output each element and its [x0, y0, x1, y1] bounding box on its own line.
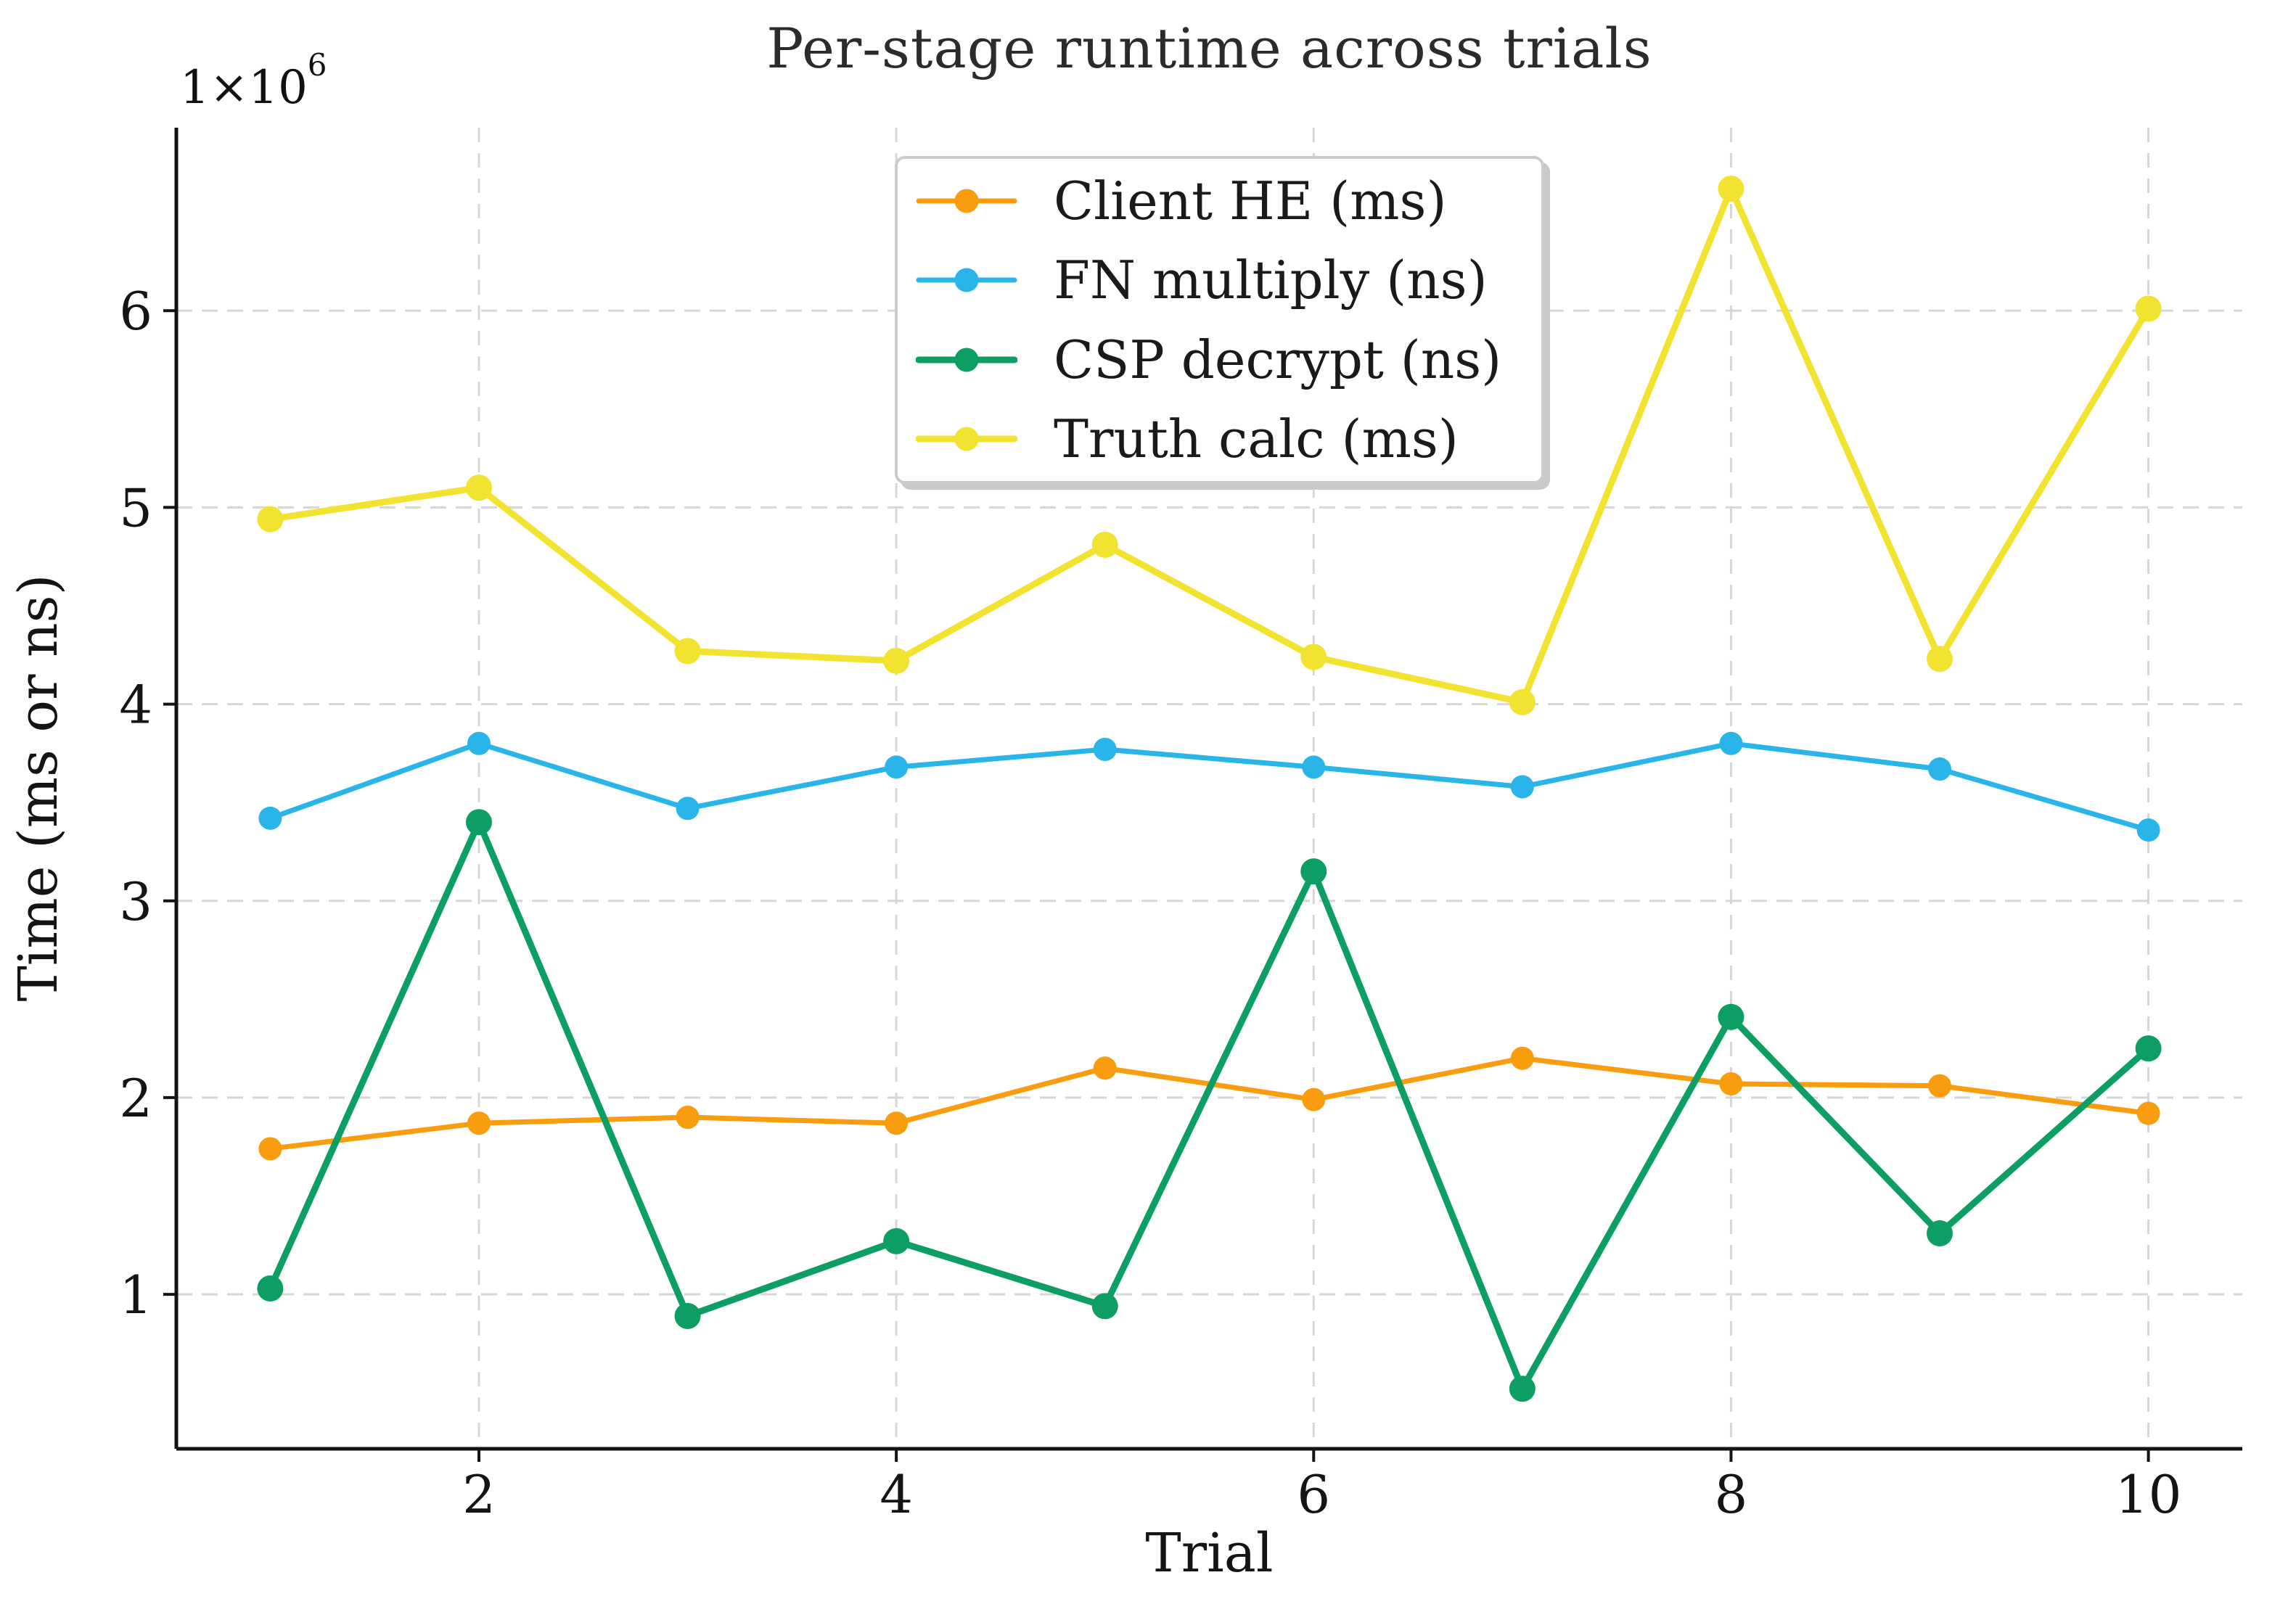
x-tick-label: 2	[462, 1464, 496, 1525]
y-axis-offset-label: 1×106	[180, 50, 327, 115]
data-point-client-he-ms-6	[1302, 1087, 1326, 1111]
data-point-fn-multiply-ns-8	[1719, 731, 1743, 755]
series-line-fn-multiply-ns	[267, 741, 2152, 833]
data-point-fn-multiply-ns-5	[1093, 737, 1117, 761]
chart-title: Per-stage runtime across trials	[766, 16, 1652, 81]
data-point-truth-calc-ms-7	[1509, 688, 1536, 715]
data-point-fn-multiply-ns-10	[2136, 818, 2160, 842]
data-point-csp-decrypt-ns-1	[257, 1275, 284, 1302]
data-point-csp-decrypt-ns-4	[883, 1228, 910, 1254]
data-point-fn-multiply-ns-6	[1302, 755, 1326, 779]
data-point-client-he-ms-8	[1719, 1072, 1743, 1095]
y-axis-label: Time (ms or ns)	[7, 574, 70, 1001]
data-point-csp-decrypt-ns-10	[2135, 1035, 2162, 1062]
legend: Client HE (ms) FN multiply (ns) CSP decryp…	[895, 156, 1544, 484]
data-point-fn-multiply-ns-3	[676, 797, 700, 821]
series-layer	[257, 176, 2162, 1402]
y-tick-label: 3	[119, 871, 152, 932]
data-point-csp-decrypt-ns-7	[1509, 1376, 1536, 1402]
legend-line-sample	[916, 189, 1017, 213]
data-point-truth-calc-ms-6	[1300, 644, 1327, 670]
data-point-truth-calc-ms-2	[465, 474, 492, 501]
data-point-client-he-ms-7	[1510, 1046, 1534, 1070]
legend-label: Client HE (ms)	[1054, 170, 1447, 231]
data-point-truth-calc-ms-1	[257, 506, 284, 533]
data-point-client-he-ms-9	[1928, 1074, 1952, 1098]
data-point-csp-decrypt-ns-3	[674, 1302, 701, 1329]
data-point-fn-multiply-ns-9	[1928, 757, 1952, 781]
x-tick-label: 4	[880, 1464, 913, 1525]
data-point-truth-calc-ms-4	[883, 647, 910, 674]
legend-label: Truth calc (ms)	[1054, 408, 1459, 469]
offset-exponent: 6	[307, 47, 327, 83]
legend-sample-marker	[954, 189, 979, 213]
legend-item-fn-multiply-ns: FN multiply (ns)	[916, 250, 1521, 311]
data-point-csp-decrypt-ns-2	[465, 809, 492, 836]
offset-base: 1×10	[180, 61, 308, 115]
legend-sample-marker	[954, 268, 979, 292]
legend-line-sample	[916, 348, 1017, 372]
data-point-fn-multiply-ns-4	[885, 755, 909, 779]
data-point-csp-decrypt-ns-8	[1718, 1003, 1744, 1030]
x-tick-label: 8	[1715, 1464, 1748, 1525]
data-point-fn-multiply-ns-2	[467, 731, 491, 755]
data-point-truth-calc-ms-10	[2135, 295, 2162, 322]
series-line-client-he-ms	[267, 1056, 2152, 1151]
legend-line-sample	[916, 427, 1017, 451]
legend-item-truth-calc-ms: Truth calc (ms)	[916, 408, 1521, 469]
data-point-truth-calc-ms-5	[1091, 531, 1118, 558]
y-tick-label: 1	[119, 1265, 152, 1325]
data-point-csp-decrypt-ns-9	[1927, 1220, 1953, 1247]
legend-line-sample	[916, 268, 1017, 292]
data-point-fn-multiply-ns-7	[1510, 775, 1534, 799]
x-tick-label: 6	[1297, 1464, 1330, 1525]
data-point-truth-calc-ms-9	[1927, 646, 1953, 673]
series-line-csp-decrypt-ns	[266, 818, 2152, 1392]
legend-sample-marker	[954, 348, 979, 372]
x-tick-label: 10	[2115, 1464, 2182, 1525]
data-point-client-he-ms-3	[676, 1106, 700, 1130]
x-axis-label: Trial	[1145, 1522, 1274, 1584]
data-point-fn-multiply-ns-1	[258, 806, 282, 830]
data-point-client-he-ms-1	[258, 1137, 282, 1161]
y-tick-label: 5	[119, 477, 152, 538]
y-tick-label: 2	[119, 1068, 152, 1129]
legend-item-client-he-ms: Client HE (ms)	[916, 170, 1521, 231]
data-point-truth-calc-ms-8	[1718, 176, 1744, 202]
data-point-truth-calc-ms-3	[674, 638, 701, 665]
data-point-client-he-ms-2	[467, 1111, 491, 1135]
legend-label: FN multiply (ns)	[1054, 250, 1488, 311]
series-line-truth-calc-ms	[266, 185, 2152, 706]
data-point-client-he-ms-5	[1093, 1056, 1117, 1080]
data-point-csp-decrypt-ns-5	[1091, 1293, 1118, 1320]
data-point-client-he-ms-4	[885, 1111, 909, 1135]
data-point-client-he-ms-10	[2136, 1101, 2160, 1125]
data-point-csp-decrypt-ns-6	[1300, 858, 1327, 885]
legend-label: CSP decrypt (ns)	[1054, 329, 1502, 390]
legend-item-csp-decrypt-ns: CSP decrypt (ns)	[916, 329, 1521, 390]
y-tick-label: 6	[119, 281, 152, 342]
y-tick-label: 4	[119, 675, 152, 736]
legend-sample-marker	[954, 427, 979, 451]
